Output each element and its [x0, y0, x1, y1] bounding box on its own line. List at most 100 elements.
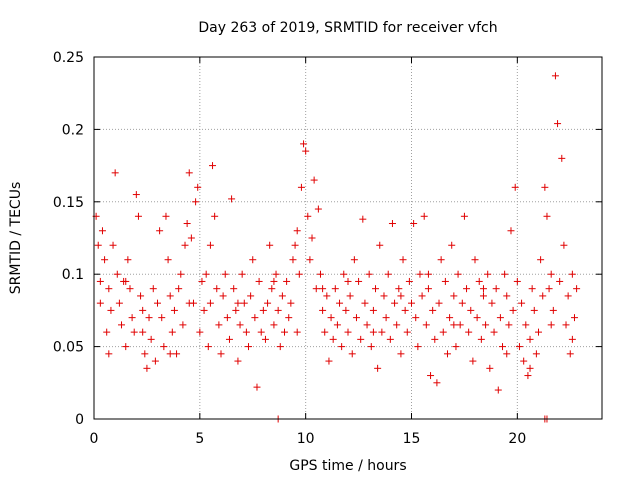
- data-point: [395, 285, 403, 293]
- y-tick-label: 0.2: [62, 122, 84, 138]
- data-point: [471, 256, 479, 264]
- data-point: [130, 328, 138, 336]
- data-point: [503, 350, 511, 358]
- data-point: [204, 343, 212, 351]
- data-point: [183, 220, 191, 228]
- data-point: [520, 357, 528, 365]
- data-point: [115, 299, 123, 307]
- data-point: [206, 299, 214, 307]
- data-point: [270, 277, 278, 285]
- data-point: [291, 241, 299, 249]
- data-point: [261, 335, 269, 343]
- data-point: [181, 241, 189, 249]
- data-point: [139, 306, 147, 314]
- data-point: [329, 335, 337, 343]
- data-point: [283, 277, 291, 285]
- data-point: [477, 335, 485, 343]
- x-tick-label: 5: [195, 431, 204, 447]
- data-point: [511, 183, 519, 191]
- data-point: [420, 212, 428, 220]
- data-point: [473, 314, 481, 322]
- data-point: [173, 350, 181, 358]
- data-point: [357, 335, 365, 343]
- data-point: [272, 270, 280, 278]
- data-point: [479, 285, 487, 293]
- data-point: [225, 335, 233, 343]
- data-point: [408, 299, 415, 307]
- data-point: [166, 350, 174, 358]
- data-point: [206, 241, 214, 249]
- data-point: [179, 321, 187, 329]
- x-tick-label: 0: [90, 431, 99, 447]
- data-point: [141, 350, 149, 358]
- data-point: [412, 314, 420, 322]
- data-point: [194, 183, 202, 191]
- data-point: [522, 321, 530, 329]
- data-point: [340, 270, 348, 278]
- data-point: [503, 292, 511, 300]
- data-point: [209, 162, 217, 170]
- data-point: [448, 241, 456, 249]
- data-point: [158, 314, 166, 322]
- data-point: [139, 328, 147, 336]
- data-point: [168, 328, 176, 336]
- chart-title: Day 263 of 2019, SRMTID for receiver vfc…: [198, 20, 497, 36]
- data-point: [149, 285, 157, 293]
- data-point: [175, 285, 183, 293]
- data-point: [524, 372, 532, 380]
- data-point: [297, 183, 305, 191]
- data-point: [348, 350, 356, 358]
- data-point: [386, 335, 394, 343]
- data-point: [164, 256, 172, 264]
- data-point: [388, 220, 396, 228]
- data-point: [507, 227, 515, 235]
- x-axis-label: GPS time / hours: [289, 458, 406, 474]
- data-point: [376, 241, 384, 249]
- data-point: [145, 314, 153, 322]
- data-point: [234, 357, 242, 365]
- data-point: [170, 306, 178, 314]
- data-point: [147, 335, 155, 343]
- data-point: [452, 343, 460, 351]
- data-point: [128, 314, 136, 322]
- data-point: [338, 343, 346, 351]
- data-point: [454, 270, 462, 278]
- data-point: [467, 306, 475, 314]
- data-point: [568, 270, 576, 278]
- axis-ticks: 0 5 10 15 20 0 0.05 0.1 0.15 0.2 0.25: [53, 50, 602, 447]
- data-point: [554, 120, 562, 128]
- data-point: [568, 335, 576, 343]
- data-point: [501, 270, 509, 278]
- data-point: [166, 292, 174, 300]
- data-point: [355, 277, 363, 285]
- data-point: [488, 299, 496, 307]
- data-point: [310, 176, 318, 184]
- data-point: [96, 299, 104, 307]
- data-point: [270, 321, 278, 329]
- data-point: [278, 292, 286, 300]
- data-point: [414, 343, 422, 351]
- data-point: [344, 328, 352, 336]
- data-point: [217, 350, 225, 358]
- data-point: [446, 314, 454, 322]
- y-tick-label: 0.15: [53, 195, 84, 211]
- data-point: [526, 335, 534, 343]
- x-tick-label: 10: [297, 431, 315, 447]
- data-point: [564, 292, 572, 300]
- y-axis-label: SRMTID / TECUs: [8, 182, 24, 295]
- data-point: [319, 306, 327, 314]
- data-point: [515, 343, 523, 351]
- data-point: [101, 256, 109, 264]
- data-point: [268, 285, 276, 293]
- data-point: [187, 234, 195, 242]
- y-tick-label: 0.1: [62, 267, 84, 283]
- x-tick-label: 20: [508, 431, 526, 447]
- data-point: [306, 256, 314, 264]
- data-point: [325, 357, 333, 365]
- data-point: [287, 299, 295, 307]
- data-point: [333, 321, 341, 329]
- data-point: [118, 321, 126, 329]
- data-point: [393, 321, 401, 329]
- data-point: [456, 321, 464, 329]
- data-point: [562, 321, 570, 329]
